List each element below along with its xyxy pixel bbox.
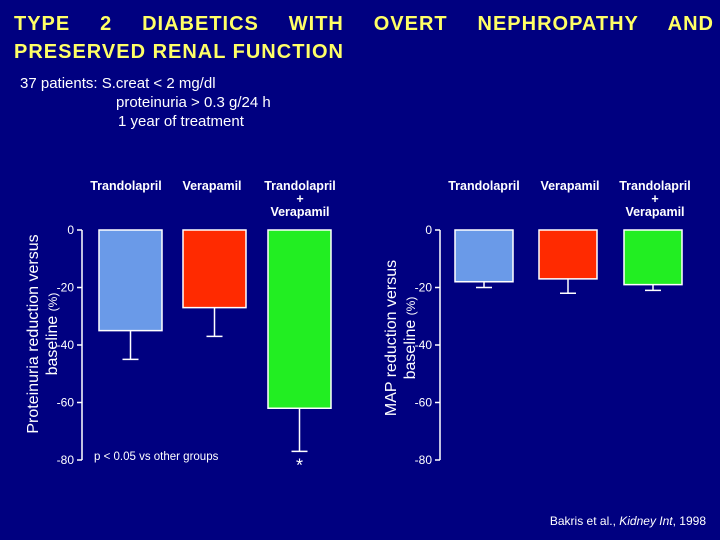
y-axis-label-unit: (%): [404, 297, 418, 316]
y-tick-label: -60: [415, 396, 433, 410]
slide-title-line1: TYPE 2 DIABETICS WITH OVERT NEPHROPATHY …: [14, 13, 714, 35]
y-tick-label: -80: [415, 453, 433, 467]
slide-title: TYPE 2 DIABETICS WITH OVERT NEPHROPATHY …: [14, 10, 714, 66]
y-tick-label: 0: [67, 223, 74, 237]
study-duration: 1 year of treatment: [118, 113, 244, 130]
study-patients: 37 patients: S.creat < 2 mg/dl: [20, 75, 216, 92]
category-label: Trandolapril: [448, 179, 520, 193]
category-label-line: Trandolapril: [619, 179, 691, 193]
category-label-line: Verapamil: [182, 179, 241, 193]
y-tick-label: 0: [425, 223, 432, 237]
category-label-line: +: [651, 192, 658, 206]
bar-verapamil: [538, 229, 598, 280]
bar-trandolapril: [454, 229, 514, 283]
source-year: 1998: [679, 514, 706, 528]
y-axis-label-line2: baseline: [44, 311, 61, 375]
significance-marker: *: [296, 455, 303, 475]
y-tick-label: -40: [415, 338, 433, 352]
category-label: Trandolapril + Verapamil: [619, 179, 691, 219]
category-label-line: Trandolapril: [264, 179, 336, 193]
slide-title-line2: PRESERVED RENAL FUNCTION: [14, 41, 344, 63]
category-label-line: Verapamil: [270, 205, 329, 219]
y-tick-label: -60: [57, 396, 75, 410]
bar-combination: [623, 229, 683, 286]
category-label: Trandolapril + Verapamil: [264, 179, 336, 219]
y-tick-label: -80: [57, 453, 75, 467]
y-tick-label: -20: [57, 281, 75, 295]
study-proteinuria: proteinuria > 0.3 g/24 h: [116, 94, 271, 111]
y-axis-label-line2: baseline: [402, 315, 419, 379]
source-journal: Kidney Int: [619, 514, 673, 528]
category-label-line: Verapamil: [625, 205, 684, 219]
source-citation: Bakris et al., Kidney Int, 1998: [549, 514, 706, 528]
category-label-line: Trandolapril: [90, 179, 162, 193]
category-label: Verapamil: [540, 179, 599, 193]
y-axis-label-unit: (%): [46, 293, 60, 312]
y-tick-label: -20: [415, 281, 433, 295]
category-label-line: +: [296, 192, 303, 206]
source-authors: Bakris et al.,: [549, 514, 616, 528]
study-description: 37 patients: S.creat < 2 mg/dl proteinur…: [20, 74, 271, 131]
chart-1: 0 -20 -40 -60 -80 Proteinuria reduction versu…: [25, 179, 336, 475]
category-label-line: Trandolapril: [448, 179, 520, 193]
bar-combination: [267, 229, 332, 409]
category-label-line: Verapamil: [540, 179, 599, 193]
y-axis-label: Proteinuria reduction versus baseline (%): [25, 234, 61, 433]
p-value-annotation: p < 0.05 vs other groups: [94, 451, 219, 463]
category-label: Trandolapril: [90, 179, 162, 193]
bar-verapamil: [182, 229, 247, 309]
y-axis-label-line1: MAP reduction versus: [383, 260, 400, 416]
bar-trandolapril: [98, 229, 163, 332]
y-tick-label: -40: [57, 338, 75, 352]
category-label: Verapamil: [182, 179, 241, 193]
chart-2: 0 -20 -40 -60 -80 MAP reduction versus baselin…: [383, 179, 691, 467]
y-axis-label: MAP reduction versus baseline (%): [383, 260, 419, 416]
y-axis-label-line1: Proteinuria reduction versus: [25, 234, 42, 433]
